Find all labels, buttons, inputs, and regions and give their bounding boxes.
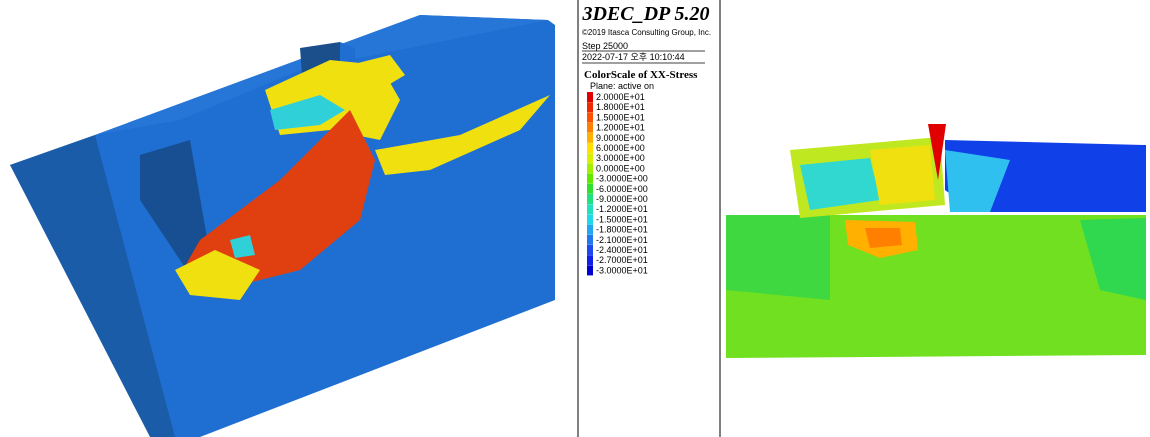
copyright: ©2019 Itasca Consulting Group, Inc. xyxy=(582,28,711,37)
legend-swatch xyxy=(587,153,593,163)
legend-label: -3.0000E+00 xyxy=(596,174,648,184)
timestamp: 2022-07-17 오후 10:10:44 xyxy=(582,52,685,62)
legend-swatch xyxy=(587,235,593,245)
legend-label: 1.2000E+01 xyxy=(596,123,645,133)
legend-swatch xyxy=(587,174,593,184)
legend-swatch xyxy=(587,143,593,153)
legend-label: -2.1000E+01 xyxy=(596,235,648,245)
legend-label: 0.0000E+00 xyxy=(596,163,645,173)
legend-label: -6.0000E+00 xyxy=(596,184,648,194)
legend-subtitle: Plane: active on xyxy=(590,81,654,91)
stress-plot xyxy=(726,124,1146,358)
legend-label: -3.0000E+01 xyxy=(596,265,648,275)
legend-swatch xyxy=(587,194,593,204)
legend-swatch xyxy=(587,225,593,235)
app-title: 3DEC_DP 5.20 xyxy=(581,3,709,25)
model-3d xyxy=(10,15,555,437)
legend-label: 2.0000E+01 xyxy=(596,92,645,102)
step: Step 25000 xyxy=(582,41,628,51)
legend-swatch xyxy=(587,184,593,194)
legend-label: 1.5000E+01 xyxy=(596,112,645,122)
legend-swatch xyxy=(587,255,593,265)
legend-label: 6.0000E+00 xyxy=(596,143,645,153)
legend: 2.0000E+011.8000E+011.5000E+011.2000E+01… xyxy=(587,92,648,275)
legend-label: -2.7000E+01 xyxy=(596,255,648,265)
legend-swatch xyxy=(587,163,593,173)
screen: 3DEC_DP 5.20 ©2019 Itasca Consulting Gro… xyxy=(0,0,1150,437)
legend-title: ColorScale of XX-Stress xyxy=(584,69,698,81)
legend-swatch xyxy=(587,204,593,214)
canvas: 3DEC_DP 5.20 ©2019 Itasca Consulting Gro… xyxy=(0,0,1150,437)
legend-label: -2.4000E+01 xyxy=(596,245,648,255)
legend-swatch xyxy=(587,112,593,122)
legend-label: 1.8000E+01 xyxy=(596,102,645,112)
legend-swatch xyxy=(587,265,593,275)
legend-swatch xyxy=(587,102,593,112)
legend-swatch xyxy=(587,123,593,133)
legend-swatch xyxy=(587,92,593,102)
legend-label: -1.5000E+01 xyxy=(596,214,648,224)
legend-label: -1.8000E+01 xyxy=(596,225,648,235)
legend-label: -9.0000E+00 xyxy=(596,194,648,204)
legend-label: 9.0000E+00 xyxy=(596,133,645,143)
legend-swatch xyxy=(587,214,593,224)
legend-swatch xyxy=(587,245,593,255)
legend-label: 3.0000E+00 xyxy=(596,153,645,163)
legend-swatch xyxy=(587,133,593,143)
legend-label: -1.2000E+01 xyxy=(596,204,648,214)
